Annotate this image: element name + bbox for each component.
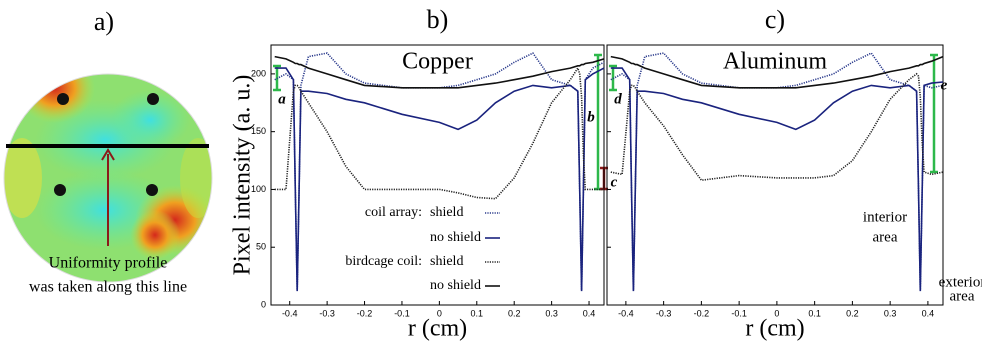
x-tick-label: -0.3 [319,308,335,318]
x-tick-label: -0.2 [694,308,710,318]
x-tick-label: -0.4 [618,308,634,318]
panel-label: a) [94,7,114,36]
legend-label: no shield [430,278,481,293]
x-tick-label: -0.4 [282,308,298,318]
annotation: area [873,229,898,245]
legend-label: no shield [430,230,481,245]
legend-group: coil array: [365,205,422,220]
series-line [611,74,943,180]
annotation: area [950,288,975,304]
annotation: e [941,77,948,93]
caption: Uniformity profile [49,255,168,272]
x-tick-label: 0.4 [583,308,596,318]
x-tick-label: 0.2 [846,308,859,318]
chart-title: Aluminum [723,49,827,75]
y-axis-label: Pixel intensity (a. u.) [230,75,256,276]
series-line [611,53,943,290]
y-tick-label: 50 [256,242,266,252]
x-tick-label: -0.2 [357,308,373,318]
x-tick-label: 0.2 [508,308,521,318]
plot-frame [607,45,943,305]
x-tick-label: 0.3 [545,308,558,318]
annotation: d [614,91,622,107]
panel-label: c) [765,5,785,34]
x-axis-label: r (cm) [408,316,467,342]
caption: was taken along this line [29,279,187,296]
x-tick-label: 0.4 [922,308,935,318]
figure: a) Uniformity profile was taken along th… [0,0,982,343]
x-tick-label: 0.3 [884,308,897,318]
legend-label: shield [430,254,463,269]
annotation: a [278,91,286,107]
annotation: b [587,109,595,125]
panel-a: a) Uniformity profile was taken along th… [2,7,216,296]
legend-group: birdcage coil: [345,254,422,269]
series-line [611,68,943,291]
chart-title: Copper [402,49,473,75]
annotation: interior [863,209,907,225]
legend-label: shield [430,205,463,220]
x-tick-label: 0.1 [808,308,821,318]
panel-label: b) [427,5,449,34]
annotation: c [611,174,618,190]
y-tick-label: 0 [261,299,266,309]
x-tick-label: 0.1 [471,308,484,318]
x-tick-label: -0.3 [656,308,672,318]
x-axis-label: r (cm) [745,316,804,342]
